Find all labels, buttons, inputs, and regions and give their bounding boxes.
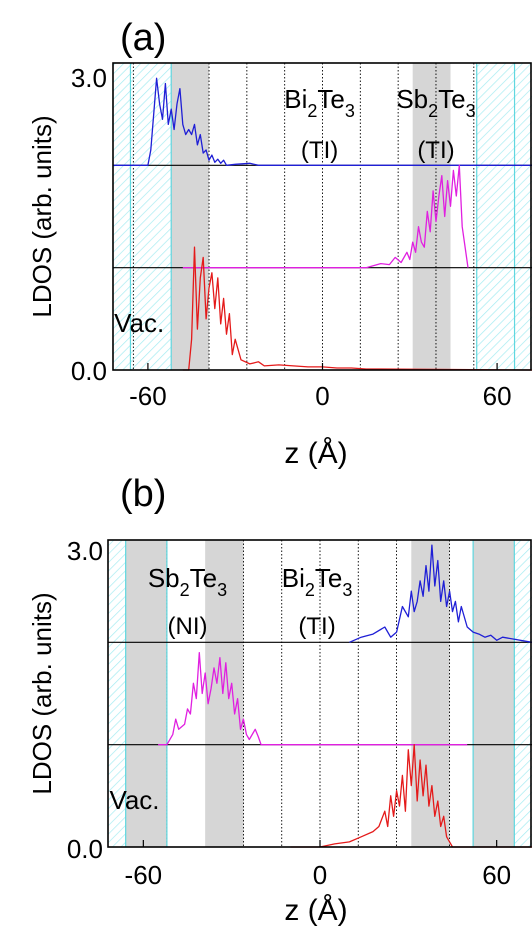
region-formula-label: Sb2Te3 xyxy=(148,563,227,600)
panel-a: -60 0 60 3.0 0.0 z (Å) LDOS (arb. units) (a) Vac… xyxy=(27,17,532,470)
quintuple-layer-shade xyxy=(171,63,210,370)
x-axis-label: z (Å) xyxy=(284,894,347,927)
x-tick-label: 60 xyxy=(482,860,511,890)
y-tick-label-top: 3.0 xyxy=(67,536,103,566)
y-axis-label: LDOS (arb. units) xyxy=(27,115,57,317)
panel-label: (a) xyxy=(120,17,166,59)
panel-b: -60 0 60 3.0 0.0 z (Å) LDOS (arb. units) (b) Vac… xyxy=(27,473,532,927)
vacuum-region xyxy=(476,63,532,370)
quintuple-layer-shade xyxy=(205,540,244,847)
y-tick-label-top: 3.0 xyxy=(71,63,107,93)
vacuum-label: Vac. xyxy=(109,785,159,815)
x-tick-label: -60 xyxy=(129,381,167,411)
region-formula-label: Bi2Te3 xyxy=(284,84,355,121)
y-tick-label-bottom: 0.0 xyxy=(67,834,103,864)
x-tick-label: -60 xyxy=(125,860,163,890)
vacuum-label: Vac. xyxy=(114,308,164,338)
ldos-series-bottom_curve xyxy=(290,744,532,848)
ldos-series-middle_curve xyxy=(158,651,468,746)
panel-label: (b) xyxy=(120,473,166,515)
region-phase-label: (TI) xyxy=(301,137,338,164)
y-tick-label-bottom: 0.0 xyxy=(71,356,107,386)
region-phase-label: (NI) xyxy=(168,613,208,640)
x-tick-label: 0 xyxy=(315,381,329,411)
quintuple-layer-shade xyxy=(473,540,515,847)
ldos-series-top_curve xyxy=(349,544,532,643)
ldos-series-top_curve xyxy=(113,77,532,166)
region-formula-label: Sb2Te3 xyxy=(396,84,475,121)
region-phase-label: (TI) xyxy=(417,137,454,164)
region-phase-label: (TI) xyxy=(298,613,335,640)
y-axis-label: LDOS (arb. units) xyxy=(27,592,57,794)
x-tick-label: 0 xyxy=(313,860,327,890)
x-axis-label: z (Å) xyxy=(284,437,347,470)
region-formula-label: Bi2Te3 xyxy=(282,563,353,600)
quintuple-layer-shade xyxy=(125,540,167,847)
x-tick-label: 60 xyxy=(483,381,512,411)
ldos-series-middle_curve xyxy=(182,164,469,269)
